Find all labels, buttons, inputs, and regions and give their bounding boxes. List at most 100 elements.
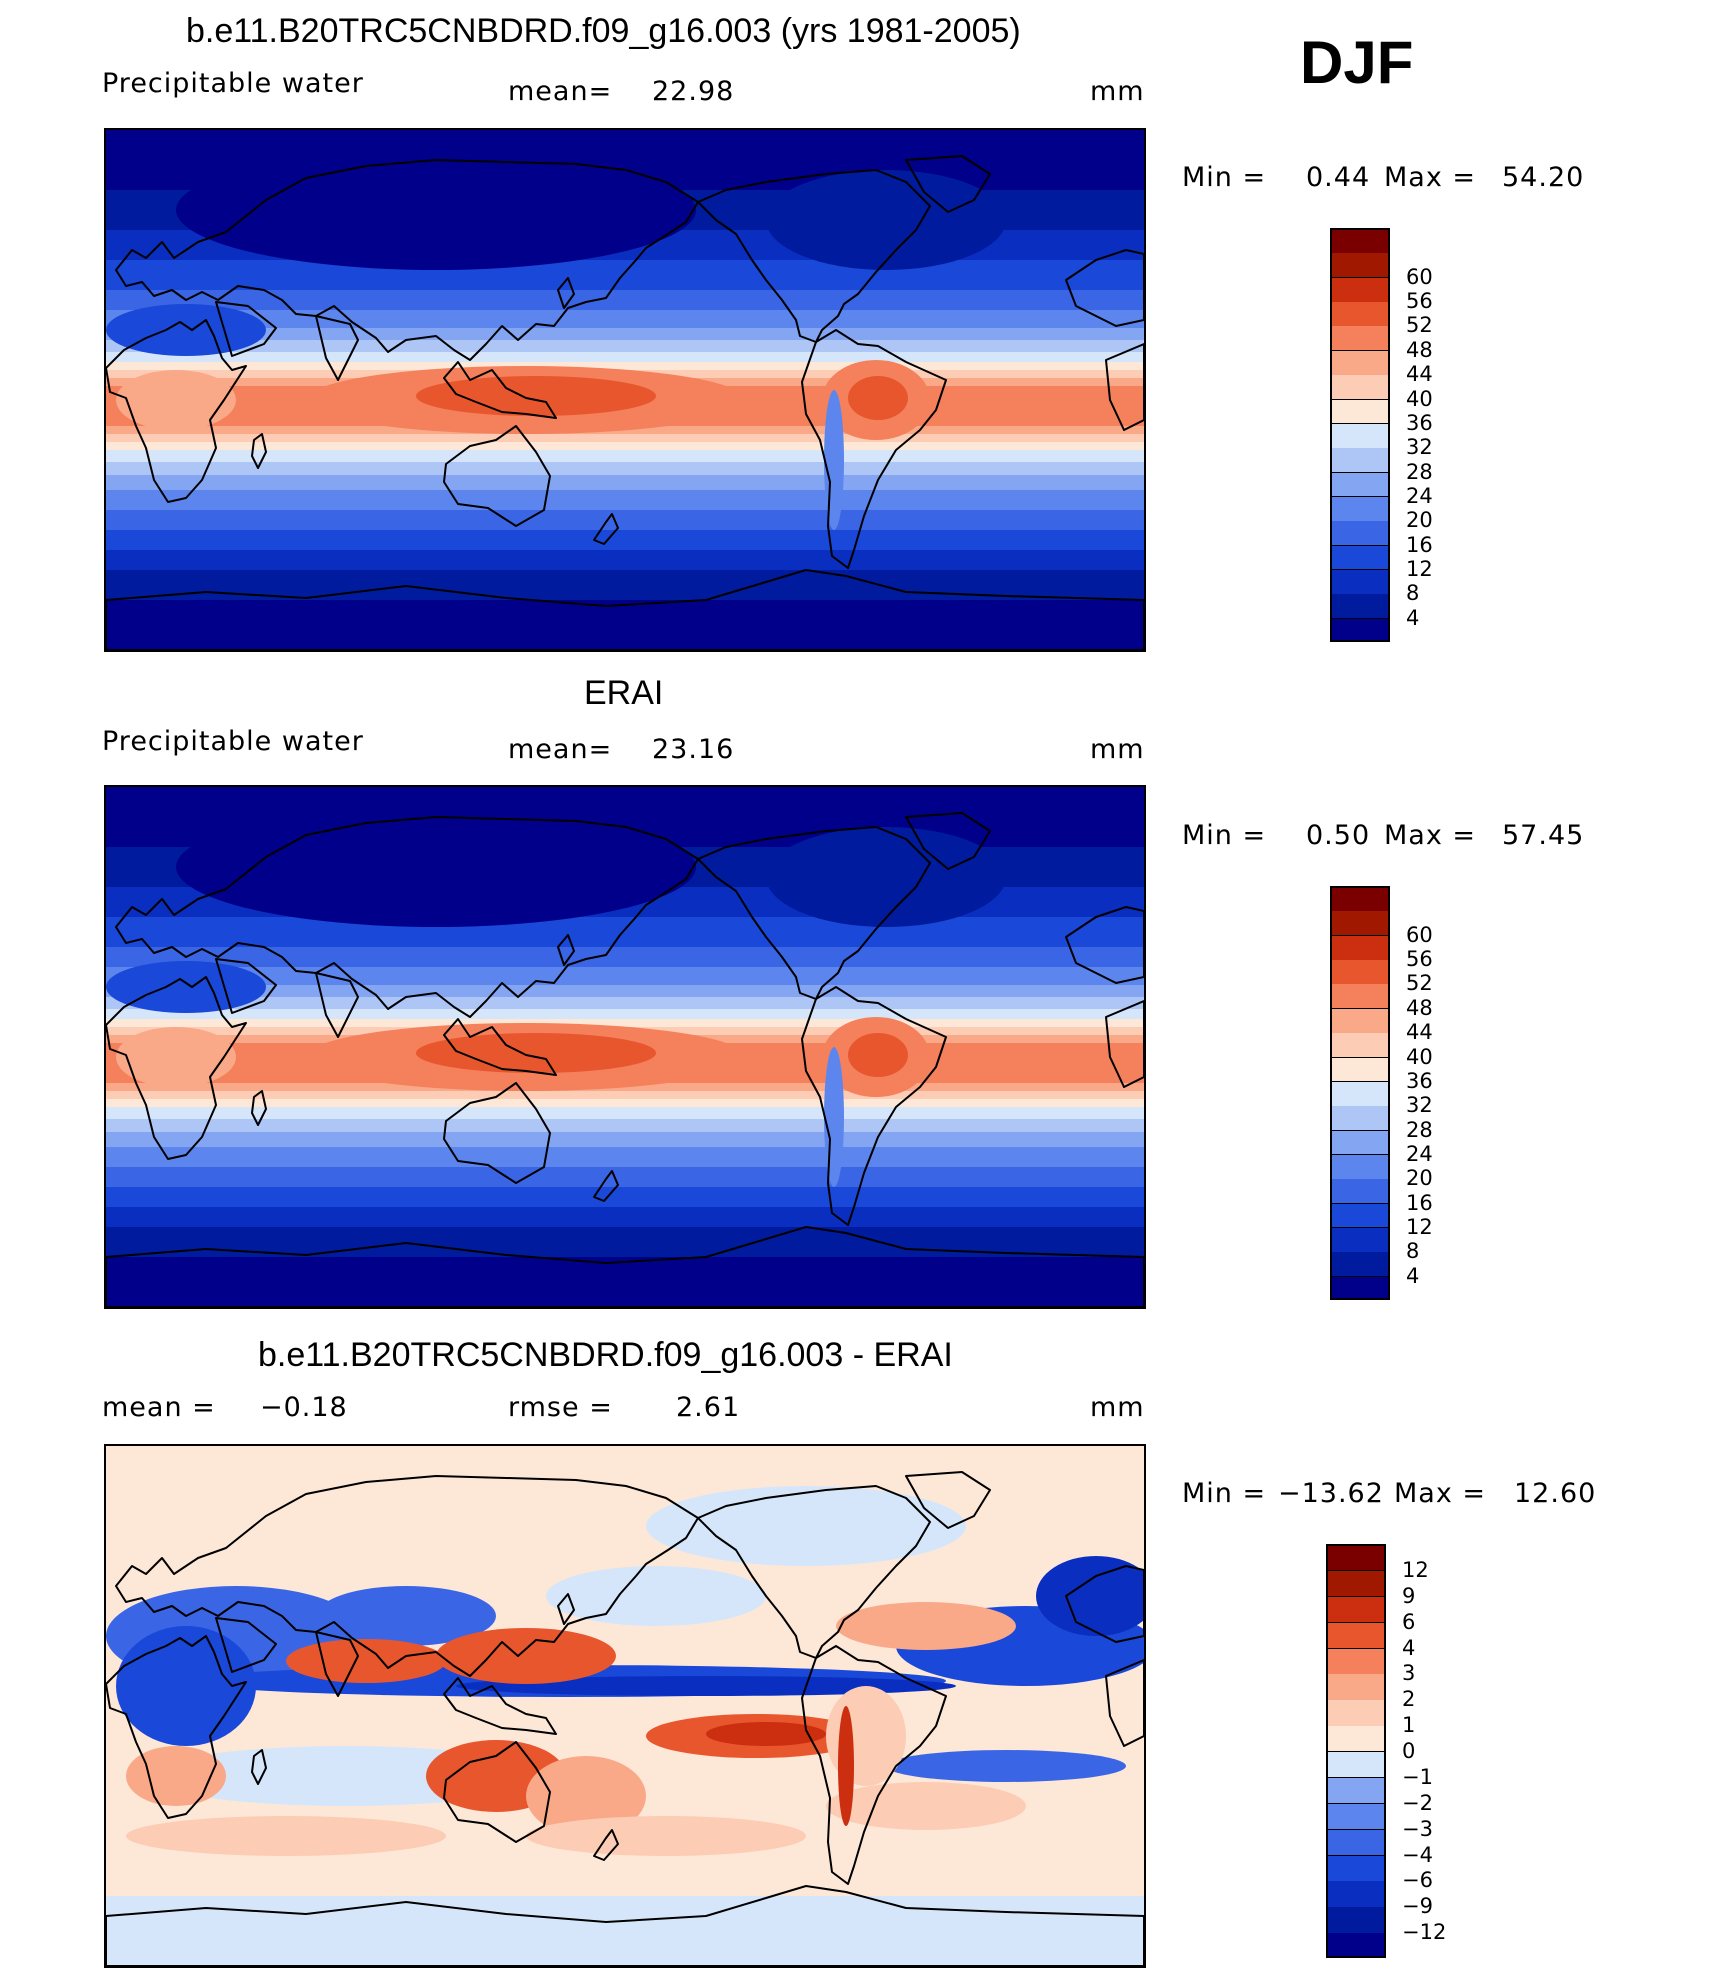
colorbar-tick-label: 8 (1406, 1239, 1420, 1264)
colorbar-tick-label: 44 (1406, 362, 1433, 387)
anomaly-region (1036, 1556, 1144, 1636)
colorbar-swatch (1330, 886, 1390, 911)
colorbar-tick-label: 28 (1406, 459, 1433, 484)
africa-coastline (106, 976, 247, 1160)
colorbar-swatch (1326, 1751, 1386, 1778)
north-america-coastline (697, 1485, 931, 1659)
eurasia-coastline (115, 159, 699, 361)
coastlines (106, 155, 1144, 650)
panel-1-map (104, 128, 1146, 652)
anomaly-region (436, 1628, 616, 1684)
colorbar-swatch (1326, 1854, 1386, 1881)
colorbar-tick-label: 56 (1406, 947, 1433, 972)
colorbar-tick-label: 4 (1406, 605, 1420, 630)
panel-1-colorbar: 4 8 12 16 20 24 28 32 36 40 44 48 52 56 60 (1330, 228, 1450, 643)
colorbar-tick-label: 12 (1402, 1557, 1429, 1582)
japan-coastline (557, 1593, 575, 1625)
colorbar-tick-label: 52 (1406, 313, 1433, 338)
anomaly-region (886, 1750, 1126, 1782)
colorbar-tick-label: 20 (1406, 1166, 1433, 1191)
colorbar-tick-label: 36 (1406, 410, 1433, 435)
colorbar-tick-label: 40 (1406, 1044, 1433, 1069)
colorbar-tick-label: 8 (1406, 581, 1420, 606)
colorbar-swatch (1330, 934, 1390, 960)
india-coastline (315, 972, 359, 1038)
south-america-coastline (801, 986, 947, 1226)
panel-3-rmse-label: rmse = (508, 1392, 613, 1423)
colorbar-tick-label: −3 (1402, 1816, 1433, 1841)
eurasia-coastline (115, 1475, 699, 1677)
australia-coastline (443, 1082, 551, 1184)
coastlines (106, 1471, 1144, 1966)
anomaly-region (836, 1602, 1016, 1650)
colorbar-tick-label: 48 (1406, 995, 1433, 1020)
panel-3-max-value: 12.60 (1514, 1478, 1597, 1509)
africa-east-coastline (1105, 1659, 1144, 1747)
colorbar-swatch (1330, 374, 1390, 399)
europe-west-coastline (1065, 1565, 1144, 1643)
south-america-coastline (801, 1645, 947, 1885)
australia-coastline (443, 1741, 551, 1843)
india-coastline (315, 1631, 359, 1697)
colorbar-swatch (1330, 228, 1390, 253)
dry-region (106, 961, 266, 1013)
colorbar-swatch (1326, 1569, 1386, 1597)
madagascar-coastline (251, 1749, 267, 1785)
new-zealand-coastline (593, 1170, 619, 1202)
colorbar-tick-label: 44 (1406, 1020, 1433, 1045)
moist-region (848, 1033, 908, 1077)
panel-1-title: b.e11.B20TRC5CNBDRD.f09_g16.003 (yrs 198… (186, 12, 1021, 50)
panel-1-min-value: 0.44 (1306, 162, 1371, 193)
colorbar-swatch (1326, 1906, 1386, 1933)
colorbar-tick-label: 32 (1406, 435, 1433, 460)
panel-3-colorbar: −12 −9 −6 −4 −3 −2 −1 0 1 2 3 4 6 9 12 (1326, 1544, 1446, 1959)
colorbar-tick-label: 0 (1402, 1739, 1416, 1763)
dry-region (766, 827, 1006, 927)
colorbar-swatch (1326, 1802, 1386, 1830)
colorbar-swatch (1326, 1647, 1386, 1674)
antarctica-coastline (106, 1885, 1144, 1966)
anomaly-region (526, 1756, 646, 1836)
colorbar-swatch (1330, 959, 1390, 984)
colorbar-swatch (1330, 349, 1390, 375)
colorbar-tick-label: 6 (1402, 1609, 1416, 1634)
colorbar-tick-label: 56 (1406, 289, 1433, 314)
panel-3-min-label: Min = (1182, 1478, 1267, 1509)
colorbar-swatch (1326, 1828, 1386, 1855)
anomaly-region (316, 1586, 496, 1646)
colorbar-tick-label: 1 (1402, 1713, 1416, 1738)
panel-1-mean-label: mean= (508, 76, 613, 107)
australia-coastline (443, 425, 551, 527)
colorbar-tick-label: −1 (1402, 1764, 1433, 1789)
madagascar-coastline (251, 1090, 267, 1126)
colorbar-swatch (1330, 1202, 1390, 1228)
panel-2-mean-value: 23.16 (652, 734, 735, 765)
panel-3-map (104, 1444, 1146, 1968)
panel-1-units: mm (1090, 76, 1145, 107)
antarctica-coastline (106, 1226, 1144, 1307)
colorbar-tick-label: 4 (1406, 1263, 1420, 1288)
colorbar-swatch (1330, 593, 1390, 619)
colorbar-swatch (1330, 520, 1390, 546)
colorbar-tick-label: 60 (1406, 922, 1433, 947)
arabia-coastline (215, 301, 277, 357)
colorbar-tick-label: 4 (1402, 1635, 1416, 1660)
north-america-coastline (697, 169, 931, 343)
anomaly-region (126, 1816, 446, 1856)
africa-coastline (106, 1635, 247, 1819)
colorbar-tick-label: 32 (1406, 1093, 1433, 1118)
north-america-coastline (697, 826, 931, 1000)
panel-3-mean-value: −0.18 (260, 1392, 348, 1423)
arabia-coastline (215, 958, 277, 1014)
colorbar-swatch (1330, 544, 1390, 570)
colorbar-swatch (1330, 910, 1390, 936)
anomaly-region (116, 1626, 256, 1746)
colorbar-swatch (1326, 1776, 1386, 1804)
panel-3-rmse-value: 2.61 (676, 1392, 741, 1423)
panel-2-mean-label: mean= (508, 734, 613, 765)
panel-2-max-value: 57.45 (1502, 820, 1585, 851)
anomaly-region (126, 1746, 226, 1806)
colorbar-tick-label: 16 (1406, 1190, 1433, 1215)
africa-east-coastline (1105, 343, 1144, 431)
moist-region (416, 376, 656, 416)
